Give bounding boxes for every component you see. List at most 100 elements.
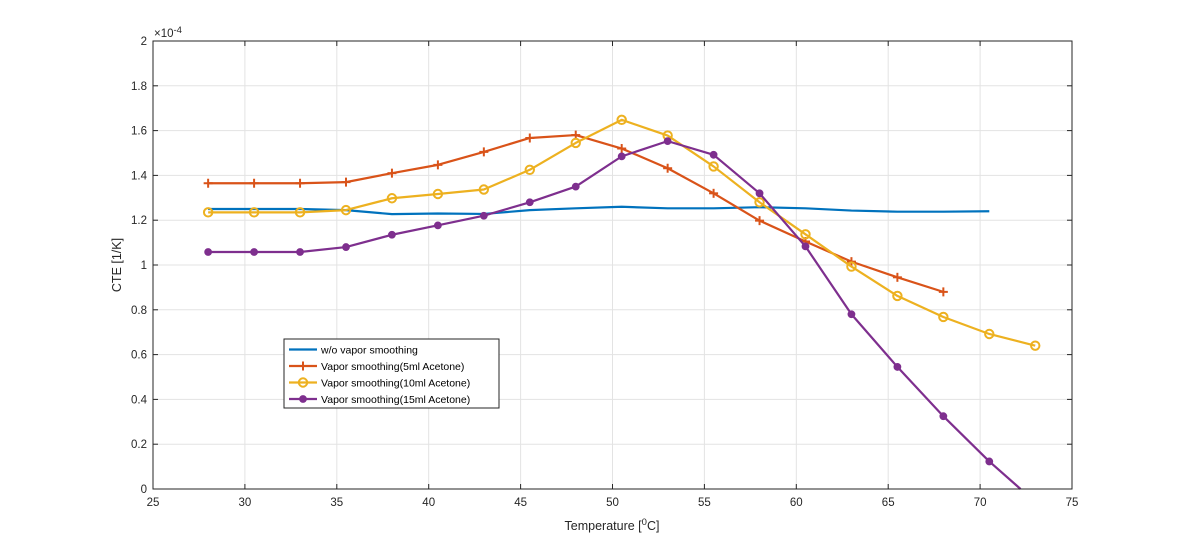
data-point bbox=[938, 287, 948, 297]
data-point bbox=[249, 178, 259, 188]
x-axis-title: Temperature [0C] bbox=[565, 517, 660, 533]
data-point bbox=[570, 137, 581, 149]
data-point bbox=[892, 290, 903, 302]
x-tick-label: 30 bbox=[239, 497, 252, 509]
data-point bbox=[754, 197, 765, 208]
x-tick-label: 75 bbox=[1066, 497, 1079, 509]
series-4 bbox=[204, 137, 1022, 490]
data-point bbox=[203, 178, 213, 188]
data-point bbox=[479, 211, 488, 220]
x-tick-label: 40 bbox=[422, 497, 435, 509]
x-tick-label: 35 bbox=[330, 497, 343, 509]
legend-item: Vapor smoothing(10ml Acetone) bbox=[289, 377, 470, 390]
x-tick-label: 70 bbox=[974, 497, 987, 509]
data-point bbox=[709, 150, 718, 159]
y-tick-label: 1 bbox=[141, 260, 147, 272]
x-axis-title-sup: 0 bbox=[642, 517, 647, 528]
x-tick-label: 25 bbox=[147, 497, 160, 509]
legend: w/o vapor smoothing Vapor smoothing(5ml A… bbox=[283, 338, 500, 409]
y-exponent-prefix: ×10 bbox=[154, 28, 174, 40]
data-point bbox=[432, 188, 444, 200]
x-tick-label: 50 bbox=[606, 497, 619, 509]
y-tick-label: 0.4 bbox=[131, 394, 148, 406]
data-point bbox=[296, 248, 304, 256]
legend-label: Vapor smoothing(10ml Acetone) bbox=[321, 378, 470, 390]
data-point bbox=[617, 152, 626, 161]
series-2 bbox=[203, 130, 948, 297]
data-point bbox=[433, 221, 442, 230]
data-point bbox=[478, 184, 490, 195]
data-point bbox=[387, 168, 397, 178]
legend-label: Vapor smoothing(5ml Acetone) bbox=[321, 361, 464, 373]
y-tick-label: 1.2 bbox=[131, 215, 147, 227]
y-tick-label: 0 bbox=[141, 484, 147, 496]
data-point bbox=[800, 229, 811, 240]
series-layer bbox=[202, 114, 1041, 490]
data-point bbox=[801, 242, 810, 251]
y-tick-label: 0.8 bbox=[131, 305, 147, 317]
legend-box bbox=[283, 338, 500, 409]
x-tick-label: 60 bbox=[790, 497, 803, 509]
legend-swatch-marker bbox=[299, 395, 307, 403]
data-point bbox=[893, 363, 902, 371]
data-point bbox=[388, 230, 396, 239]
y-exponent-label: ×10-4 bbox=[154, 25, 182, 40]
data-point bbox=[939, 412, 948, 421]
data-point bbox=[524, 164, 535, 176]
data-point bbox=[525, 198, 534, 207]
y-tick-label: 1.8 bbox=[131, 81, 147, 93]
data-point bbox=[250, 248, 258, 256]
y-axis-title: CTE [1/K] bbox=[110, 238, 124, 292]
y-exponent-power: -4 bbox=[174, 25, 182, 36]
legend-item: Vapor smoothing(15ml Acetone) bbox=[289, 394, 470, 406]
series-line bbox=[208, 118, 1036, 347]
y-tick-label: 0.6 bbox=[131, 350, 147, 362]
data-point bbox=[755, 189, 764, 198]
data-point bbox=[386, 193, 398, 204]
data-point bbox=[985, 457, 994, 466]
data-point bbox=[571, 182, 580, 191]
y-tick-label: 1.6 bbox=[131, 126, 147, 138]
y-tick-label: 1.4 bbox=[131, 170, 148, 182]
data-point bbox=[202, 207, 214, 218]
data-point bbox=[616, 114, 627, 126]
data-point bbox=[1030, 340, 1041, 351]
data-point bbox=[984, 328, 995, 340]
y-tick-label: 0.2 bbox=[131, 439, 147, 451]
data-point bbox=[341, 177, 351, 187]
data-point bbox=[892, 272, 902, 282]
legend-label: Vapor smoothing(15ml Acetone) bbox=[321, 394, 470, 406]
data-point bbox=[938, 311, 949, 323]
data-point bbox=[248, 207, 260, 218]
data-point bbox=[847, 310, 856, 319]
data-point bbox=[617, 144, 627, 154]
x-axis-title-unit: C] bbox=[647, 519, 660, 533]
data-point bbox=[525, 133, 535, 143]
grid-lines bbox=[153, 41, 1072, 489]
data-point bbox=[663, 137, 672, 146]
legend-item: w/o vapor smoothing bbox=[289, 345, 418, 357]
legend-label: w/o vapor smoothing bbox=[320, 345, 418, 357]
data-point bbox=[433, 160, 443, 170]
data-point bbox=[755, 216, 765, 226]
data-point bbox=[204, 248, 213, 256]
x-tick-label: 45 bbox=[514, 497, 527, 509]
x-axis-title-text: Temperature [ bbox=[565, 519, 643, 533]
data-point bbox=[663, 163, 673, 173]
data-point bbox=[708, 161, 719, 172]
x-tick-label: 55 bbox=[698, 497, 711, 509]
data-point bbox=[340, 204, 352, 216]
ticks: 25 30 35 40 45 50 55 60 65 70 75 0 0.2 0.4 0.6 0.8 1 1.2 1… bbox=[131, 36, 1078, 509]
data-point bbox=[342, 243, 350, 251]
data-point bbox=[479, 147, 489, 157]
data-point bbox=[295, 178, 305, 188]
data-point bbox=[294, 207, 306, 218]
legend-item: Vapor smoothing(5ml Acetone) bbox=[289, 361, 464, 373]
x-tick-label: 65 bbox=[882, 497, 895, 509]
data-point bbox=[846, 261, 857, 272]
legend-swatch-marker bbox=[298, 361, 308, 371]
data-point bbox=[709, 188, 719, 198]
legend-swatch-marker bbox=[297, 377, 309, 388]
y-tick-label: 2 bbox=[141, 36, 147, 48]
